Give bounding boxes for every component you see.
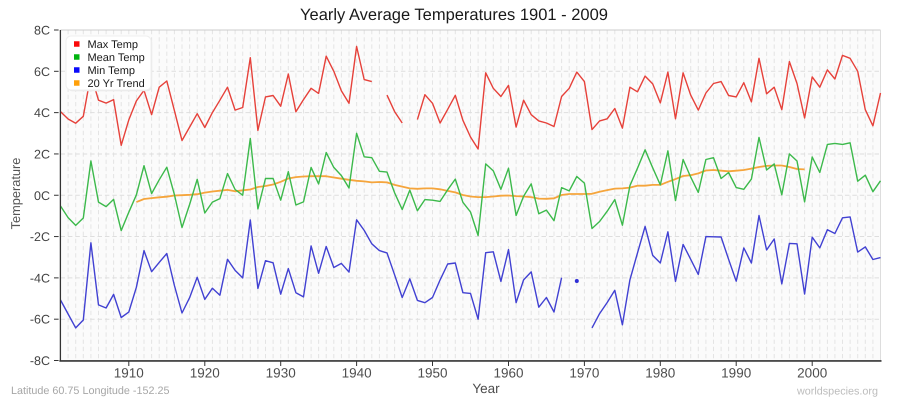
svg-text:1940: 1940 xyxy=(342,366,372,381)
svg-text:Latitude 60.75 Longitude -152.: Latitude 60.75 Longitude -152.25 xyxy=(11,385,170,397)
svg-text:-8C: -8C xyxy=(30,354,50,368)
svg-text:1970: 1970 xyxy=(569,366,599,381)
svg-text:1980: 1980 xyxy=(645,366,675,381)
svg-text:-6C: -6C xyxy=(30,313,50,327)
svg-text:1910: 1910 xyxy=(114,366,144,381)
svg-text:-2C: -2C xyxy=(30,230,50,244)
svg-text:1960: 1960 xyxy=(493,366,523,381)
svg-text:1920: 1920 xyxy=(190,366,220,381)
svg-text:2000: 2000 xyxy=(797,366,827,381)
svg-text:1950: 1950 xyxy=(417,366,447,381)
svg-text:Year: Year xyxy=(472,381,500,396)
svg-text:Temperature: Temperature xyxy=(8,158,23,230)
svg-text:2C: 2C xyxy=(34,147,50,161)
svg-text:4C: 4C xyxy=(34,106,50,120)
svg-text:Min Temp: Min Temp xyxy=(88,65,135,77)
svg-text:1930: 1930 xyxy=(266,366,296,381)
svg-text:Max Temp: Max Temp xyxy=(88,39,139,51)
svg-text:worldspecies.org: worldspecies.org xyxy=(796,386,878,398)
svg-text:1990: 1990 xyxy=(721,366,751,381)
svg-text:0C: 0C xyxy=(34,189,50,203)
svg-text:20 Yr Trend: 20 Yr Trend xyxy=(88,78,145,90)
svg-text:Mean Temp: Mean Temp xyxy=(88,52,145,64)
svg-text:Yearly Average Temperatures 19: Yearly Average Temperatures 1901 - 2009 xyxy=(300,6,608,24)
svg-text:6C: 6C xyxy=(34,65,50,79)
svg-text:-4C: -4C xyxy=(30,271,50,285)
svg-text:8C: 8C xyxy=(34,24,50,38)
